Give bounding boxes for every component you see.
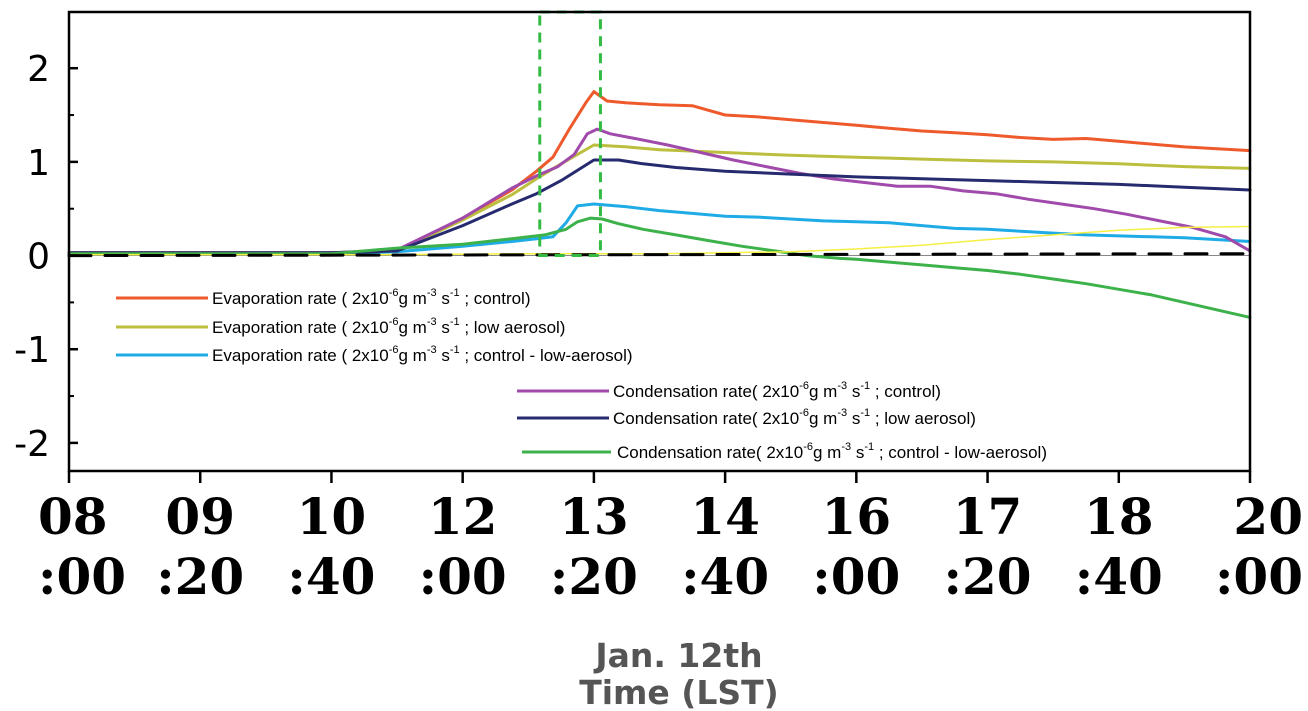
legend-label: Evaporation rate ( 2x10-6g m-3 s-1 ; con… [212, 287, 531, 308]
x-tick-label-hour: 17 [953, 487, 1023, 546]
x-tick-label-minute: :40 [1075, 547, 1163, 606]
legend-label: Evaporation rate ( 2x10-6g m-3 s-1 ; low… [212, 316, 565, 337]
series-line-4 [67, 158, 1252, 255]
series-line-6 [68, 225, 1251, 256]
x-tick-label-hour: 12 [428, 487, 498, 546]
y-tick-label: 2 [27, 49, 50, 90]
x-tick-label-minute: :40 [681, 547, 769, 606]
x-tick-label-hour: 18 [1084, 487, 1154, 546]
legend-item: Condensation rate( 2x10-6g m-3 s-1 ; con… [522, 441, 1047, 462]
legend-label: Condensation rate( 2x10-6g m-3 s-1 ; con… [613, 380, 941, 401]
legend: Evaporation rate ( 2x10-6g m-3 s-1 ; con… [116, 287, 1047, 462]
y-tick-label: -2 [14, 424, 50, 465]
legend-item: Evaporation rate ( 2x10-6g m-3 s-1 ; low… [116, 316, 565, 337]
y-tick-label: -1 [14, 330, 50, 371]
series-line-7 [67, 252, 1252, 258]
legend-item: Condensation rate( 2x10-6g m-3 s-1 ; con… [517, 380, 941, 401]
x-tick-label-minute: :00 [812, 547, 900, 606]
x-tick-label-hour: 08 [38, 487, 108, 546]
legend-label: Evaporation rate ( 2x10-6g m-3 s-1 ; con… [212, 344, 633, 365]
x-tick-label-hour: 16 [822, 487, 892, 546]
y-tick-label: 0 [27, 237, 50, 278]
plot-frame [67, 10, 1252, 473]
x-tick-label-minute: :00 [1215, 547, 1303, 606]
series-line-0 [67, 90, 1252, 255]
series-layer [67, 90, 1252, 319]
legend-item: Condensation rate( 2x10-6g m-3 s-1 ; low… [517, 407, 976, 428]
x-axis-label-line-2: Time (LST) [579, 673, 779, 711]
series-line-2 [67, 202, 1252, 256]
x-tick-label-minute: :20 [944, 547, 1032, 606]
x-axis-label-line-1: Jan. 12th [593, 636, 762, 675]
x-tick-label-hour: 09 [165, 487, 235, 546]
x-tick-label-minute: :20 [156, 547, 244, 606]
x-tick-label-minute: :00 [419, 547, 507, 606]
series-line-5 [67, 216, 1252, 319]
y-tick-label: 1 [27, 143, 50, 184]
series-line-1 [67, 143, 1252, 255]
legend-item: Evaporation rate ( 2x10-6g m-3 s-1 ; con… [116, 344, 633, 365]
series-line-3 [67, 127, 1252, 255]
legend-label: Condensation rate( 2x10-6g m-3 s-1 ; con… [617, 441, 1047, 462]
x-tick-label-hour: 20 [1233, 487, 1303, 546]
x-tick-label-minute: :20 [550, 547, 638, 606]
x-tick-label-hour: 14 [690, 487, 760, 546]
axis-layer: 210-1-208:0009:2010:4012:0013:2014:4016:… [14, 49, 1303, 606]
x-tick-label-hour: 13 [559, 487, 629, 546]
x-tick-label-minute: :40 [287, 547, 375, 606]
legend-item: Evaporation rate ( 2x10-6g m-3 s-1 ; con… [116, 287, 531, 308]
x-tick-label-minute: :00 [38, 547, 126, 606]
legend-label: Condensation rate( 2x10-6g m-3 s-1 ; low… [613, 407, 976, 428]
x-tick-label-hour: 10 [297, 487, 367, 546]
